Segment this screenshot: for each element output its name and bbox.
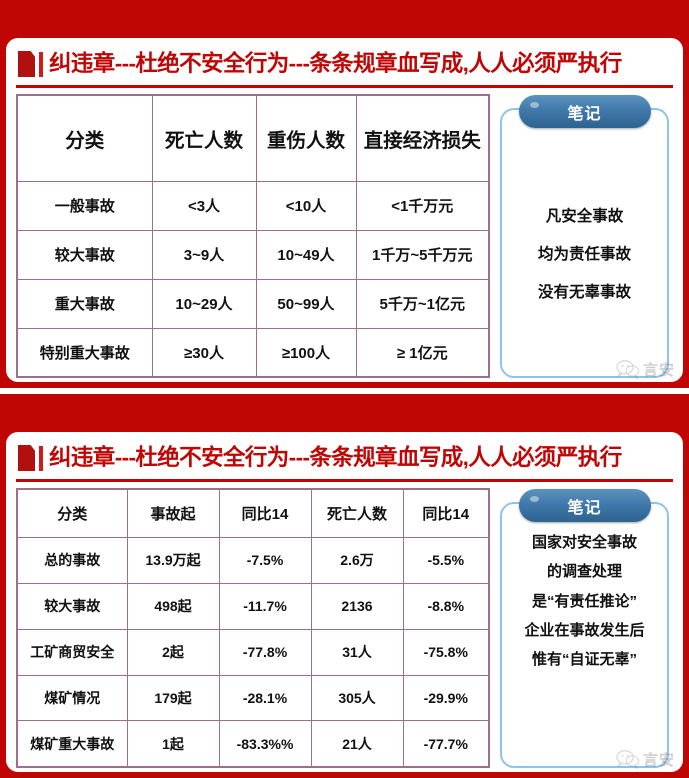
title-row-two: 纠违章---杜绝不安全行为---条条规章血写成,人人必须严执行 xyxy=(16,438,673,478)
cell-value: 50~99人 xyxy=(255,278,357,329)
table-row: 一般事故 <3人 <10人 <1千万元 xyxy=(16,180,490,231)
note-line: 国家对安全事故 xyxy=(531,534,637,551)
row-label: 较大事故 xyxy=(16,582,128,630)
note-panel-two: 笔记 国家对安全事故 的调查处理 是“有责任推论” 企业在事故发生后 惟有“自证… xyxy=(500,489,669,768)
note-line: 惟有“自证无辜” xyxy=(531,651,637,668)
cell-value: -11.7% xyxy=(218,582,312,630)
title-divider xyxy=(16,479,673,482)
column-header: 死亡人数 xyxy=(310,488,404,538)
cell-value: 21人 xyxy=(310,720,404,768)
card-one: 纠违章---杜绝不安全行为---条条规章血写成,人人必须严执行 分类 死亡人数 … xyxy=(6,38,683,382)
note-panel-one: 笔记 凡安全事故 均为责任事故 没有无辜事故 xyxy=(500,95,669,378)
cell-value: -7.5% xyxy=(218,536,312,584)
cell-value: 2136 xyxy=(310,582,404,630)
cell-value: ≥30人 xyxy=(151,327,257,378)
column-header: 同比14 xyxy=(218,488,312,538)
page-title: 纠违章---杜绝不安全行为---条条规章血写成,人人必须严执行 xyxy=(49,50,622,76)
accident-statistics-table: 分类 事故起 同比14 死亡人数 同比14 总的事故 13.9万起 -7.5% … xyxy=(16,488,490,768)
note-line: 的调查处理 xyxy=(546,563,622,581)
content-row-one: 分类 死亡人数 重伤人数 直接经济损失 一般事故 <3人 <10人 <1千万元 xyxy=(16,94,673,378)
column-header: 分类 xyxy=(16,488,128,538)
title-accent-bar xyxy=(39,445,43,471)
cell-value: -77.8% xyxy=(218,628,312,676)
table-wrapper-one: 分类 死亡人数 重伤人数 直接经济损失 一般事故 <3人 <10人 <1千万元 xyxy=(16,94,490,378)
row-label: 重大事故 xyxy=(16,278,153,329)
title-row-one: 纠违章---杜绝不安全行为---条条规章血写成,人人必须严执行 xyxy=(16,44,673,84)
page-title: 纠违章---杜绝不安全行为---条条规章血写成,人人必须严执行 xyxy=(49,444,622,470)
table-row: 特别重大事故 ≥30人 ≥100人 ≥ 1亿元 xyxy=(16,327,490,378)
cell-value: -83.3%% xyxy=(218,720,312,768)
table-row: 较大事故 3~9人 10~49人 1千万~5千万元 xyxy=(16,229,490,280)
accident-grade-table: 分类 死亡人数 重伤人数 直接经济损失 一般事故 <3人 <10人 <1千万元 xyxy=(16,94,490,378)
table-header-row: 分类 死亡人数 重伤人数 直接经济损失 xyxy=(16,94,490,182)
cell-value: ≥ 1亿元 xyxy=(355,327,490,378)
column-header: 同比14 xyxy=(402,488,490,538)
row-label: 特别重大事故 xyxy=(16,327,153,378)
column-header: 死亡人数 xyxy=(151,94,257,182)
row-label: 煤矿重大事故 xyxy=(16,720,128,768)
row-label: 煤矿情况 xyxy=(16,674,128,722)
cell-value: 2.6万 xyxy=(310,536,404,584)
cell-value: 1千万~5千万元 xyxy=(355,229,490,280)
title-accent-bar xyxy=(39,51,43,77)
cell-value: -75.8% xyxy=(402,628,490,676)
row-label: 较大事故 xyxy=(16,229,153,280)
column-header: 重伤人数 xyxy=(255,94,357,182)
title-divider xyxy=(16,85,673,88)
cell-value: -5.5% xyxy=(402,536,490,584)
note-body: 凡安全事故 均为责任事故 没有无辜事故 xyxy=(502,110,667,376)
flag-icon xyxy=(18,51,35,77)
row-label: 总的事故 xyxy=(16,536,128,584)
column-header: 分类 xyxy=(16,94,153,182)
note-line: 是“有责任推论” xyxy=(531,592,637,610)
cell-value: 10~29人 xyxy=(151,278,257,329)
content-row-two: 分类 事故起 同比14 死亡人数 同比14 总的事故 13.9万起 -7.5% … xyxy=(16,488,673,768)
table-row: 工矿商贸安全 2起 -77.8% 31人 -75.8% xyxy=(16,628,490,676)
flag-icon xyxy=(18,445,35,471)
cell-value: 10~49人 xyxy=(255,229,357,280)
note-badge: 笔记 xyxy=(518,95,651,128)
cell-value: <3人 xyxy=(151,180,257,231)
table-header-row: 分类 事故起 同比14 死亡人数 同比14 xyxy=(16,488,490,538)
cell-value: -28.1% xyxy=(218,674,312,722)
cell-value: 13.9万起 xyxy=(126,536,220,584)
slide-separator xyxy=(0,388,689,394)
cell-value: -77.7% xyxy=(402,720,490,768)
cell-value: 3~9人 xyxy=(151,229,257,280)
cell-value: <1千万元 xyxy=(355,180,490,231)
note-line: 凡安全事故 xyxy=(545,208,624,226)
cell-value: -29.9% xyxy=(402,674,490,722)
table-row: 煤矿情况 179起 -28.1% 305人 -29.9% xyxy=(16,674,490,722)
cell-value: ≥100人 xyxy=(255,327,357,378)
cell-value: 31人 xyxy=(310,628,404,676)
table-row: 总的事故 13.9万起 -7.5% 2.6万 -5.5% xyxy=(16,536,490,584)
table-row: 较大事故 498起 -11.7% 2136 -8.8% xyxy=(16,582,490,630)
note-body: 国家对安全事故 的调查处理 是“有责任推论” 企业在事故发生后 惟有“自证无辜” xyxy=(502,504,667,766)
cell-value: <10人 xyxy=(255,180,357,231)
card-two: 纠违章---杜绝不安全行为---条条规章血写成,人人必须严执行 分类 事故起 同… xyxy=(6,432,683,772)
cell-value: -8.8% xyxy=(402,582,490,630)
cell-value: 5千万~1亿元 xyxy=(355,278,490,329)
cell-value: 1起 xyxy=(126,720,220,768)
cell-value: 305人 xyxy=(310,674,404,722)
note-line: 没有无辜事故 xyxy=(537,283,631,301)
table-wrapper-two: 分类 事故起 同比14 死亡人数 同比14 总的事故 13.9万起 -7.5% … xyxy=(16,488,490,768)
row-label: 一般事故 xyxy=(16,180,153,231)
slide-one: 纠违章---杜绝不安全行为---条条规章血写成,人人必须严执行 分类 死亡人数 … xyxy=(0,0,689,388)
cell-value: 2起 xyxy=(126,628,220,676)
column-header: 事故起 xyxy=(126,488,220,538)
table-row: 煤矿重大事故 1起 -83.3%% 21人 -77.7% xyxy=(16,720,490,768)
cell-value: 179起 xyxy=(126,674,220,722)
note-badge: 笔记 xyxy=(518,489,651,522)
table-row: 重大事故 10~29人 50~99人 5千万~1亿元 xyxy=(16,278,490,329)
cell-value: 498起 xyxy=(126,582,220,630)
row-label: 工矿商贸安全 xyxy=(16,628,128,676)
slide-two: 纠违章---杜绝不安全行为---条条规章血写成,人人必须严执行 分类 事故起 同… xyxy=(0,394,689,778)
note-line: 企业在事故发生后 xyxy=(524,621,645,639)
note-line: 均为责任事故 xyxy=(537,246,631,264)
column-header: 直接经济损失 xyxy=(355,94,490,182)
